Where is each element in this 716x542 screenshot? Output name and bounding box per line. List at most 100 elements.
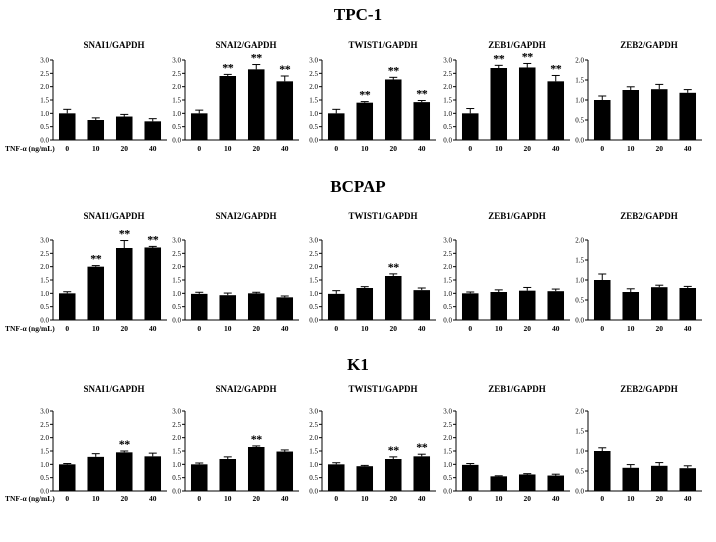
- y-tick-label: 0.0: [309, 317, 318, 325]
- y-tick-label: 0.5: [309, 474, 318, 482]
- x-category-label: 10: [627, 324, 635, 333]
- significance-marker: **: [493, 51, 505, 65]
- y-tick-label: 0.0: [172, 317, 181, 325]
- x-category-label: 0: [468, 494, 472, 503]
- x-category-label: 40: [281, 494, 289, 503]
- y-tick-label: 1.0: [575, 448, 584, 456]
- x-category-label: 40: [149, 324, 157, 333]
- panel-title: ZEB1/GAPDH: [488, 40, 546, 50]
- y-tick-label: 2.0: [40, 83, 49, 91]
- y-tick-label: 2.0: [309, 83, 318, 91]
- y-tick-label: 1.5: [443, 97, 452, 105]
- x-category-label: 40: [418, 494, 426, 503]
- bar: [650, 89, 668, 140]
- x-category-label: 20: [390, 144, 398, 153]
- y-tick-label: 0.5: [575, 117, 584, 125]
- panel-title: TWIST1/GAPDH: [348, 40, 417, 50]
- y-tick-label: 1.0: [443, 461, 452, 469]
- y-tick-label: 3.0: [172, 408, 181, 416]
- y-tick-label: 0.0: [575, 488, 584, 496]
- bar: [679, 288, 697, 320]
- significance-marker: **: [279, 62, 291, 76]
- y-tick-label: 2.0: [40, 263, 49, 271]
- y-tick-label: 1.0: [309, 290, 318, 298]
- significance-marker: **: [119, 437, 131, 451]
- panel-title: TWIST1/GAPDH: [348, 211, 417, 221]
- y-tick-label: 0.5: [575, 297, 584, 305]
- bar: [461, 293, 479, 320]
- bar: [276, 451, 294, 491]
- bar: [490, 68, 508, 140]
- row-title-tpc-1: TPC-1: [334, 5, 382, 24]
- x-category-label: 20: [390, 324, 398, 333]
- bar: [384, 276, 402, 320]
- x-category-label: 20: [253, 144, 261, 153]
- x-category-label: 10: [361, 144, 369, 153]
- panel-title: ZEB1/GAPDH: [488, 211, 546, 221]
- y-tick-label: 1.0: [172, 110, 181, 118]
- bar: [518, 474, 536, 491]
- bar: [247, 447, 265, 491]
- bar: [547, 475, 565, 491]
- bar: [356, 102, 374, 140]
- bar: [650, 465, 668, 491]
- y-tick-label: 3.0: [309, 237, 318, 245]
- bar: [190, 293, 208, 320]
- bar: [276, 81, 294, 140]
- y-tick-label: 2.0: [443, 83, 452, 91]
- x-category-label: 40: [552, 324, 560, 333]
- y-tick-label: 3.0: [40, 57, 49, 65]
- y-tick-label: 2.5: [172, 250, 181, 258]
- x-category-label: 10: [627, 494, 635, 503]
- y-tick-label: 0.0: [40, 488, 49, 496]
- y-tick-label: 2.0: [575, 408, 584, 416]
- bar: [87, 456, 105, 491]
- y-tick-label: 0.5: [172, 303, 181, 311]
- y-tick-label: 3.0: [40, 408, 49, 416]
- y-tick-label: 0.0: [443, 137, 452, 145]
- row-title-bcpap: BCPAP: [330, 177, 385, 196]
- x-category-label: 0: [600, 494, 604, 503]
- x-category-label: 20: [524, 144, 532, 153]
- panel-title: SNAI2/GAPDH: [215, 211, 276, 221]
- x-category-label: 0: [197, 324, 201, 333]
- y-tick-label: 2.5: [172, 70, 181, 78]
- bar: [87, 266, 105, 320]
- bar: [219, 295, 237, 320]
- y-tick-label: 2.5: [40, 70, 49, 78]
- y-tick-label: 1.5: [309, 277, 318, 285]
- bar: [547, 291, 565, 320]
- bar: [327, 293, 345, 320]
- x-category-label: 10: [224, 144, 232, 153]
- bar: [413, 456, 431, 491]
- bar: [115, 116, 133, 140]
- y-tick-label: 1.0: [443, 290, 452, 298]
- bar: [115, 452, 133, 491]
- bar: [490, 292, 508, 320]
- x-category-label: 0: [65, 494, 69, 503]
- significance-marker: **: [90, 252, 102, 266]
- x-category-label: 20: [121, 324, 129, 333]
- significance-marker: **: [388, 63, 400, 77]
- significance-marker: **: [550, 61, 562, 75]
- y-tick-label: 2.0: [172, 263, 181, 271]
- x-category-label: 10: [92, 494, 100, 503]
- y-tick-label: 0.0: [575, 317, 584, 325]
- y-tick-label: 1.5: [172, 97, 181, 105]
- y-tick-label: 1.0: [309, 110, 318, 118]
- bar: [327, 464, 345, 491]
- panel-title: SNAI1/GAPDH: [83, 384, 144, 394]
- x-category-label: 10: [224, 324, 232, 333]
- y-tick-label: 2.0: [172, 434, 181, 442]
- y-tick-label: 1.0: [443, 110, 452, 118]
- x-category-label: 20: [656, 324, 664, 333]
- x-category-label: 10: [92, 324, 100, 333]
- y-tick-label: 0.5: [575, 468, 584, 476]
- y-tick-label: 0.5: [40, 474, 49, 482]
- y-tick-label: 0.5: [309, 303, 318, 311]
- y-tick-label: 2.5: [309, 250, 318, 258]
- x-category-label: 0: [197, 494, 201, 503]
- y-tick-label: 3.0: [172, 237, 181, 245]
- bar: [413, 102, 431, 140]
